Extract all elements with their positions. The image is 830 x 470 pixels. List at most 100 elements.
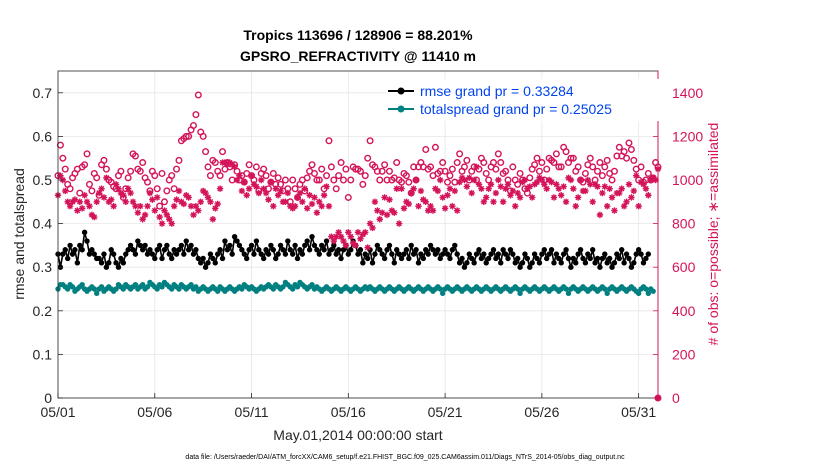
assimilated-obs-point xyxy=(108,196,115,203)
data-point xyxy=(287,247,293,253)
data-point xyxy=(205,260,211,266)
data-point xyxy=(200,255,206,262)
assimilated-obs-point xyxy=(81,192,88,199)
assimilated-obs-point xyxy=(623,198,630,205)
assimilated-obs-point xyxy=(470,176,478,184)
data-point xyxy=(587,255,593,262)
data-point xyxy=(248,242,255,249)
possible-obs-point xyxy=(199,132,207,140)
assimilated-obs-point xyxy=(187,202,195,210)
data-point xyxy=(326,251,332,257)
y-right-tick-label: 1400 xyxy=(672,85,703,101)
data-point xyxy=(321,247,327,253)
assimilated-obs-point xyxy=(541,181,548,188)
data-point xyxy=(239,286,245,292)
data-point xyxy=(444,251,451,257)
data-point xyxy=(207,251,214,257)
data-point xyxy=(123,251,129,257)
data-point xyxy=(98,260,105,266)
data-point xyxy=(522,251,528,257)
y-right-tick-label: 0 xyxy=(672,390,680,406)
assimilated-obs-point xyxy=(640,181,647,188)
x-axis-label: May.01,2014 00:00:00 start xyxy=(273,427,443,443)
assimilated-obs-point xyxy=(323,183,330,190)
y-axis-label: rmse and totalspread xyxy=(11,168,27,300)
assimilated-obs-point xyxy=(475,181,483,188)
assimilated-obs-point xyxy=(543,185,550,192)
possible-obs-point xyxy=(189,121,197,129)
assimilated-obs-point xyxy=(555,185,563,192)
data-point xyxy=(270,247,277,253)
possible-obs-point xyxy=(182,132,190,140)
data-point xyxy=(77,242,83,249)
data-point xyxy=(345,251,352,257)
assimilated-obs-point xyxy=(417,187,425,195)
y-tick-label: 0.1 xyxy=(33,346,53,362)
assimilated-obs-point xyxy=(190,211,197,219)
assimilated-obs-point xyxy=(328,233,335,240)
data-point xyxy=(62,247,68,253)
data-point xyxy=(437,286,443,292)
data-point xyxy=(592,260,598,266)
data-point xyxy=(531,251,538,257)
data-point xyxy=(464,260,470,266)
assimilated-obs-point xyxy=(141,211,149,219)
data-point xyxy=(118,255,124,262)
data-point xyxy=(195,255,202,262)
data-point xyxy=(289,286,296,292)
data-point xyxy=(169,255,175,262)
assimilated-obs-point xyxy=(272,185,279,192)
possible-obs-point xyxy=(185,132,193,140)
data-point xyxy=(268,242,274,249)
assimilated-obs-point xyxy=(502,185,509,192)
possible-obs-point xyxy=(376,176,384,184)
data-point xyxy=(420,255,427,262)
possible-obs-point xyxy=(480,159,488,167)
assimilated-obs-point xyxy=(149,196,156,203)
x-tick-label: 05/26 xyxy=(524,404,559,420)
data-point xyxy=(536,260,543,266)
possible-obs-point xyxy=(596,159,604,167)
assimilated-obs-point xyxy=(601,183,608,190)
assimilated-obs-point xyxy=(570,185,577,192)
possible-obs-point xyxy=(543,165,551,173)
data-point xyxy=(597,264,603,270)
data-point xyxy=(323,238,330,244)
assimilated-obs-point xyxy=(422,198,429,205)
data-point xyxy=(113,286,119,292)
possible-obs-point xyxy=(393,159,401,167)
assimilated-obs-point xyxy=(95,189,103,197)
data-point xyxy=(137,242,143,249)
assimilated-obs-point xyxy=(516,194,524,201)
assimilated-obs-point xyxy=(374,207,381,214)
data-point xyxy=(159,255,165,262)
possible-obs-point xyxy=(211,159,219,167)
data-point xyxy=(635,247,642,253)
data-point xyxy=(246,247,252,253)
data-point xyxy=(563,286,569,292)
assimilated-obs-point xyxy=(415,202,422,210)
data-point xyxy=(289,251,296,257)
assimilated-obs-point xyxy=(214,200,221,208)
data-point xyxy=(282,251,289,257)
assimilated-obs-point xyxy=(456,178,463,186)
data-point xyxy=(64,255,71,262)
data-point xyxy=(183,238,189,244)
assimilated-obs-point xyxy=(91,213,98,221)
assimilated-obs-point xyxy=(248,172,255,179)
data-point xyxy=(594,255,601,262)
assimilated-obs-point xyxy=(400,205,408,212)
assimilated-obs-point xyxy=(497,183,504,190)
possible-obs-point xyxy=(427,163,435,171)
assimilated-obs-point xyxy=(64,198,71,205)
data-point xyxy=(602,251,608,257)
possible-obs-point xyxy=(383,176,391,184)
assimilated-obs-point xyxy=(112,181,120,188)
data-point xyxy=(616,255,622,262)
assimilated-obs-point xyxy=(245,185,253,192)
data-point xyxy=(113,260,119,266)
assimilated-obs-point xyxy=(216,185,224,192)
data-point xyxy=(391,260,397,266)
data-point xyxy=(101,251,107,257)
data-point xyxy=(142,242,148,249)
